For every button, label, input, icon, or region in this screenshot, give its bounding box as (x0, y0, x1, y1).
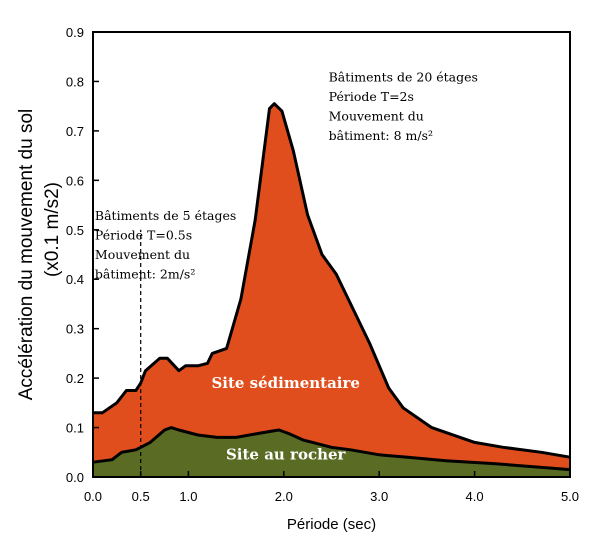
y-tick-label: 0.3 (66, 322, 84, 337)
series-labels: Site sédimentaire Site au rocher (211, 374, 360, 464)
x-axis-title: Période (sec) (287, 516, 376, 533)
annotation-line: Bâtiments de 20 étages (329, 69, 478, 84)
x-tick-label: 5.0 (561, 489, 579, 504)
annotation-line: Période T=0.5s (95, 227, 192, 242)
y-tick-label: 0.1 (66, 421, 84, 436)
annotation-line: Mouvement du (95, 247, 190, 262)
x-tick-label: 1.0 (179, 489, 197, 504)
series-area-1 (93, 427, 570, 477)
x-tick-label: 0.5 (132, 489, 150, 504)
y-tick-label: 0.6 (66, 173, 84, 188)
y-tick-label: 0.7 (66, 124, 84, 139)
series-area-0 (93, 103, 570, 477)
y-tick-label: 0.9 (66, 25, 84, 40)
annotation-line: Mouvement du (329, 108, 424, 123)
y-axis-title-line2: (x0.1 m/s2) (42, 182, 63, 277)
series-label: Site sédimentaire (211, 374, 360, 392)
y-axis-ticks: 0.0 0.1 0.2 0.3 0.4 0.5 0.6 0.7 0.8 0.9 (66, 25, 99, 485)
series-line-1 (92, 426, 571, 472)
x-axis-ticks: 0.0 0.5 1.0 2.0 3.0 4.0 5.0 (84, 471, 579, 504)
y-axis-title-line1: Accélération du mouvement du sol (16, 109, 37, 401)
y-tick-label: 0.2 (66, 371, 84, 386)
y-tick-label: 0.4 (66, 272, 84, 287)
x-tick-label: 3.0 (370, 489, 388, 504)
series-line-0 (93, 102, 571, 459)
annotation-line: Période T=2s (329, 89, 414, 104)
annotation-line: bâtiment: 2m/s² (95, 266, 195, 281)
plot-frame (92, 31, 571, 478)
x-tick-label: 4.0 (466, 489, 484, 504)
x-tick-label: 0.0 (84, 489, 102, 504)
annotation-line: bâtiment: 8 m/s² (329, 128, 433, 143)
annotation-line: Bâtiments de 5 étages (95, 208, 236, 223)
y-tick-label: 0.5 (66, 223, 84, 238)
series-label: Site au rocher (226, 446, 347, 464)
annotations: Bâtiments de 5 étages Période T=0.5s Mouve… (95, 69, 478, 281)
y-tick-label: 0.8 (66, 74, 84, 89)
series-areas (92, 102, 571, 477)
y-tick-label: 0.0 (66, 470, 84, 485)
x-tick-label: 2.0 (275, 489, 293, 504)
